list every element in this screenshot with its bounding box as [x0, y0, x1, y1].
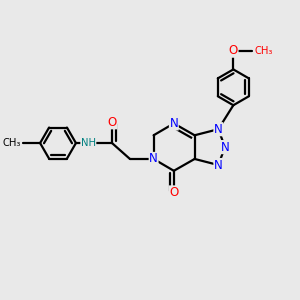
Text: N: N	[214, 123, 223, 136]
Text: NH: NH	[81, 138, 96, 148]
Text: N: N	[169, 117, 178, 130]
Text: N: N	[149, 152, 158, 166]
Text: N: N	[220, 141, 229, 154]
Text: N: N	[214, 158, 223, 172]
Text: O: O	[229, 44, 238, 57]
Text: CH₃: CH₃	[255, 46, 273, 56]
Text: O: O	[107, 116, 117, 129]
Text: O: O	[169, 186, 178, 199]
Text: CH₃: CH₃	[3, 138, 21, 148]
